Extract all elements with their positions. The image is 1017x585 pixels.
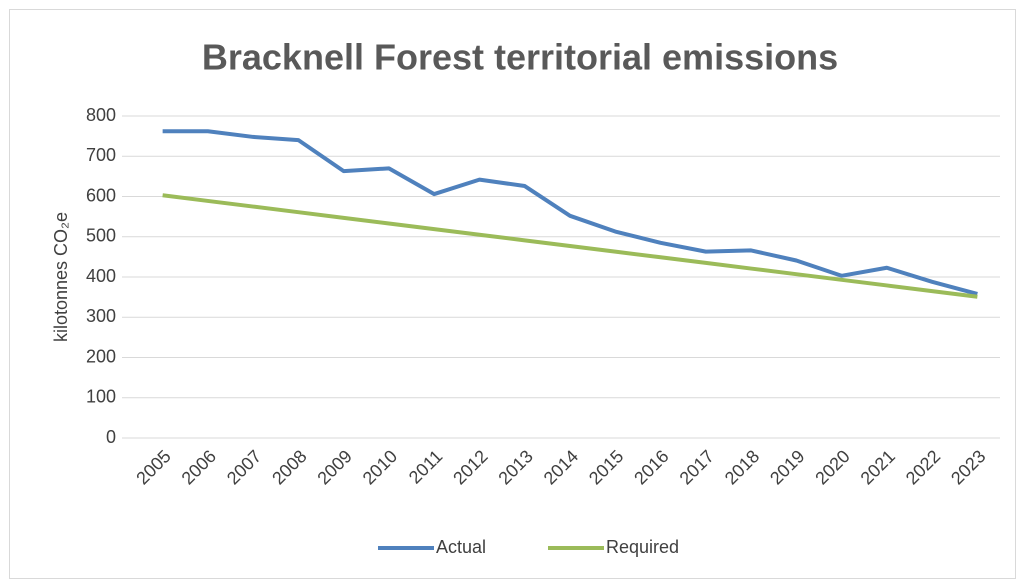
y-tick-label: 400 [86,266,116,286]
y-tick-label: 600 [86,185,116,205]
y-tick-label: 800 [86,105,116,125]
y-tick-label: 200 [86,346,116,366]
legend-label: Actual [436,537,486,557]
series-line [162,193,978,299]
y-tick-label: 300 [86,306,116,326]
legend-label: Required [606,537,679,557]
chart-title: Bracknell Forest territorial emissions [202,37,838,78]
y-tick-label: 0 [106,427,116,447]
series-line [162,129,978,296]
y-axis-label: kilotonnes CO₂e [51,212,71,342]
y-tick-label: 700 [86,145,116,165]
chart-border [9,9,1016,579]
y-tick-label: 100 [86,387,116,407]
y-tick-label: 500 [86,226,116,246]
